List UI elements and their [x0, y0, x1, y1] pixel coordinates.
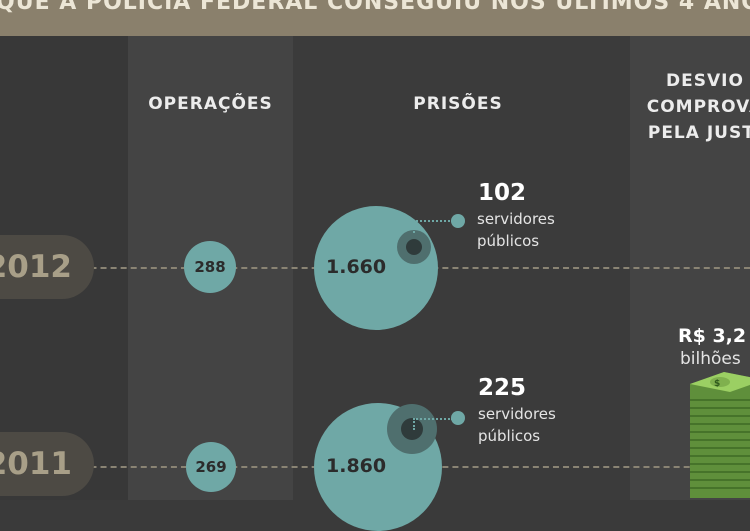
header-prisoes: PRISÕES — [413, 94, 503, 114]
servidores-label1-2012: servidores — [477, 210, 555, 228]
prisoes-value-2011: 1.860 — [326, 455, 387, 477]
header-desvio-line2: COMPROVA — [646, 97, 750, 117]
header-operacoes: OPERAÇÕES — [148, 94, 273, 114]
prisoes-circle-2012 — [314, 206, 438, 330]
operacoes-value-2011: 269 — [195, 458, 227, 476]
prisoes-value-2012: 1.660 — [326, 256, 387, 278]
servidores-marker-core-2011 — [401, 418, 423, 440]
title-bar: QUE A POLÍCIA FEDERAL CONSEGUIU NOS ÚLTI… — [0, 0, 750, 36]
servidores-label1-2011: servidores — [478, 405, 556, 423]
servidores-label-2011: servidores públicos — [478, 403, 556, 447]
servidores-marker-core-2012 — [406, 239, 422, 255]
servidores-label2-2011: públicos — [478, 427, 541, 445]
desvio-unit-2011: bilhões — [680, 349, 741, 369]
connector-h-2011 — [413, 418, 453, 420]
header-desvio: DESVIO COMPROVA PELA JUSTI — [630, 68, 750, 146]
connector-dot-2012 — [451, 214, 465, 228]
operacoes-circle-2012 — [184, 241, 236, 293]
infographic-title: QUE A POLÍCIA FEDERAL CONSEGUIU NOS ÚLTI… — [0, 0, 750, 15]
header-desvio-line1: DESVIO — [666, 71, 744, 91]
servidores-label-2012: servidores públicos — [477, 208, 555, 252]
operacoes-value-2012: 288 — [194, 258, 226, 276]
header-desvio-line3: PELA JUSTI — [647, 123, 750, 143]
desvio-amount-2011: R$ 3,2 — [678, 325, 747, 347]
operacoes-circle-2011 — [186, 442, 236, 492]
svg-text:$: $ — [714, 379, 720, 389]
connector-v-2012 — [413, 221, 415, 233]
connector-h-2012 — [413, 220, 453, 222]
year-label-2012: 2012 — [0, 235, 94, 299]
servidores-label2-2012: públicos — [477, 232, 540, 250]
connector-v-2011 — [413, 418, 415, 430]
connector-dot-2011 — [451, 411, 465, 425]
servidores-number-2012: 102 — [478, 180, 527, 206]
money-stack-icon: $ — [690, 372, 750, 498]
year-label-2011: 2011 — [0, 432, 94, 496]
servidores-number-2011: 225 — [478, 375, 527, 401]
